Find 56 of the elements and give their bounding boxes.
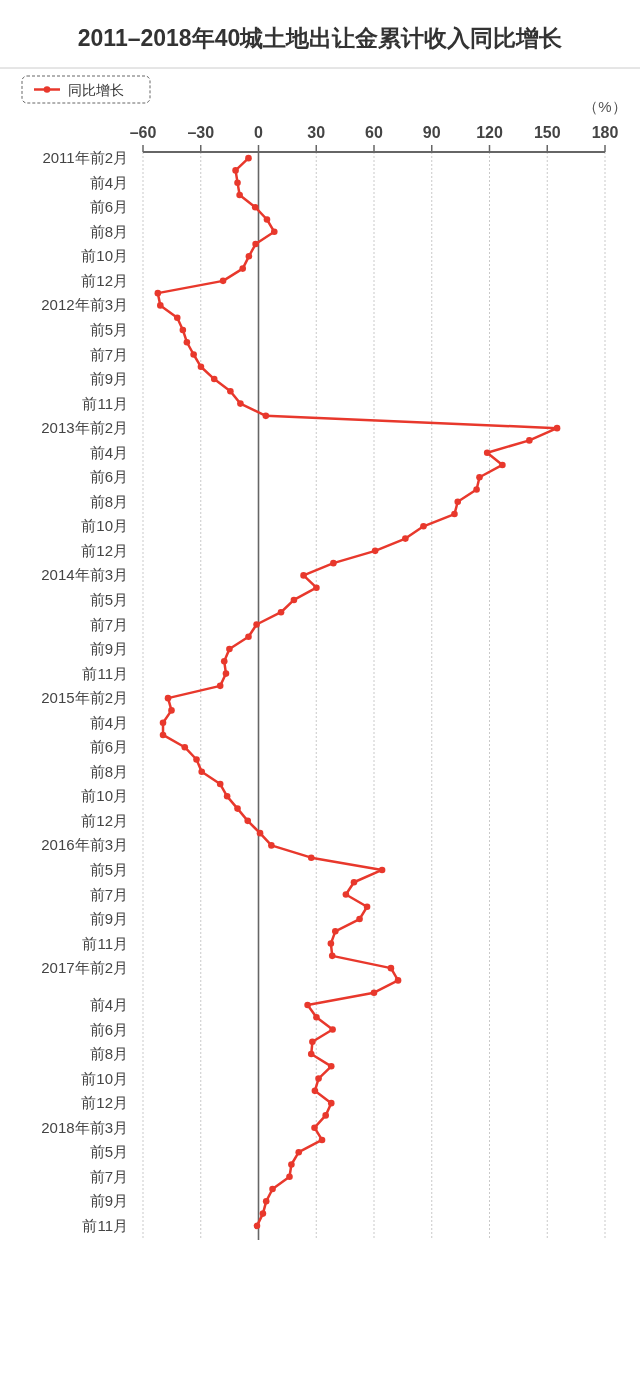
x-tick-label: 90 [422, 124, 441, 141]
x-axis-title: （%） [583, 98, 627, 115]
y-tick-label: 前11月 [82, 1216, 128, 1234]
y-tick-label: 前8月 [89, 492, 128, 510]
x-tick-label: –60 [129, 124, 157, 141]
y-tick-label: 前6月 [89, 1020, 128, 1038]
y-tick-label: 前7月 [89, 615, 128, 633]
y-tick-label: 前12月 [81, 271, 128, 289]
y-tick-label: 前5月 [89, 320, 128, 338]
x-tick-label: 150 [533, 124, 561, 141]
y-tick-label: 前4月 [89, 173, 128, 191]
y-tick-label: 前10月 [81, 247, 128, 265]
y-tick-label: 前10月 [81, 1069, 128, 1087]
y-tick-label: 前10月 [81, 517, 128, 535]
y-tick-label: 前5月 [89, 860, 128, 878]
y-tick-label: 前9月 [89, 910, 128, 928]
x-tick-label: 30 [307, 124, 326, 141]
y-tick-label: 前12月 [81, 541, 128, 559]
chart-title: 2011–2018年40城土地出让金累计收入同比增长 [77, 25, 563, 51]
y-tick-label: 前4月 [89, 713, 128, 731]
y-tick-label: 前7月 [89, 885, 128, 903]
x-tick-label: 0 [254, 124, 264, 141]
y-tick-label: 2018年前3月 [41, 1118, 128, 1136]
y-tick-label: 前6月 [89, 198, 128, 216]
x-tick-label: 180 [591, 124, 619, 141]
y-tick-label: 前7月 [89, 1167, 128, 1185]
y-tick-label: 前11月 [82, 934, 128, 952]
y-tick-label: 2016年前3月 [41, 836, 128, 854]
y-tick-label: 前8月 [89, 222, 128, 240]
y-tick-label: 2014年前3月 [41, 566, 128, 584]
y-tick-label: 2011年前2月 [42, 149, 128, 167]
y-tick-label: 前4月 [89, 995, 128, 1013]
y-tick-label: 前8月 [89, 1045, 128, 1063]
y-tick-label: 前9月 [89, 1192, 128, 1210]
x-tick-label: –30 [187, 124, 215, 141]
y-tick-label: 前8月 [89, 762, 128, 780]
y-tick-label: 前11月 [82, 664, 128, 682]
y-tick-label: 前10月 [81, 787, 128, 805]
x-tick-label: 120 [476, 124, 503, 141]
y-tick-label: 前12月 [81, 1094, 128, 1112]
y-tick-label: 前6月 [89, 468, 128, 486]
y-tick-label: 前12月 [81, 811, 128, 829]
y-tick-label: 2013年前2月 [41, 419, 128, 437]
y-tick-label: 前5月 [89, 590, 128, 608]
y-tick-label: 2017年前2月 [41, 959, 128, 977]
y-tick-label: 前7月 [89, 345, 128, 363]
y-tick-label: 2015年前2月 [41, 689, 128, 707]
y-tick-label: 前6月 [89, 738, 128, 756]
y-tick-label: 前4月 [89, 443, 128, 461]
y-tick-label: 2012年前3月 [41, 296, 128, 314]
y-tick-label: 前11月 [82, 394, 128, 412]
x-tick-label: 60 [365, 124, 383, 141]
y-tick-label: 前5月 [89, 1143, 128, 1161]
legend-label: 同比增长 [68, 82, 124, 98]
y-tick-label: 前9月 [89, 640, 128, 658]
y-tick-label: 前9月 [89, 370, 128, 388]
